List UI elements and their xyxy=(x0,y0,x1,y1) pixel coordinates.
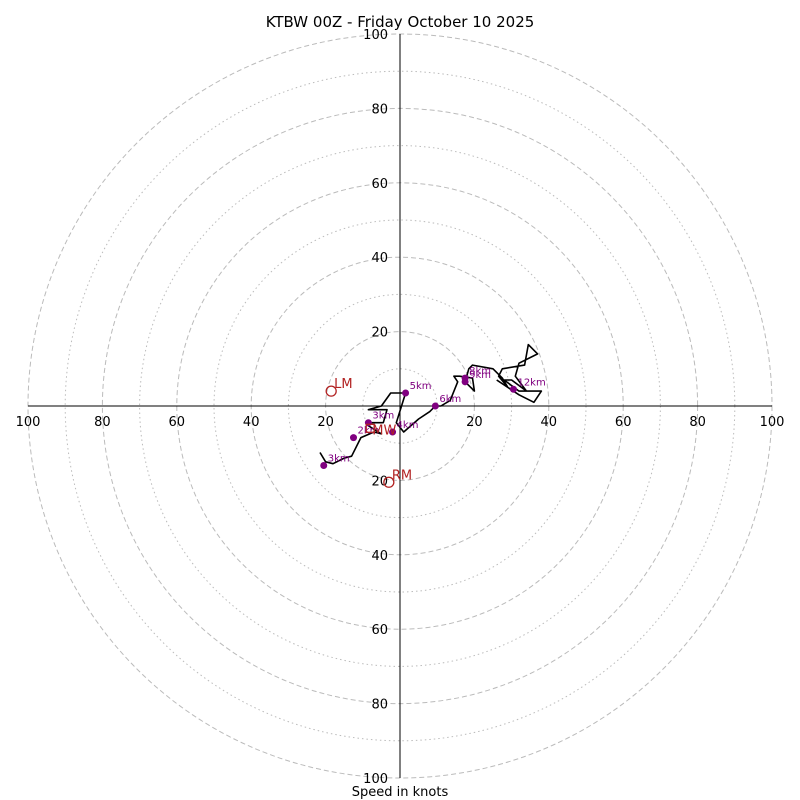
x-tick-label: 60 xyxy=(169,415,186,430)
chart-title: KTBW 00Z - Friday October 10 2025 xyxy=(266,13,535,31)
storm-motion-markers: LM RM MW xyxy=(325,377,412,488)
height-marker xyxy=(509,385,517,393)
tick-labels: 100 80 60 40 20 20 40 60 80 100 100 80 60 40 20 20 40 60 8… xyxy=(16,28,785,787)
height-label: 6km xyxy=(439,394,461,405)
x-tick-label: 80 xyxy=(94,415,111,430)
hodograph-trace xyxy=(319,343,543,465)
x-tick-label: 40 xyxy=(243,415,260,430)
y-tick-label: 40 xyxy=(371,251,388,266)
y-tick-label: 20 xyxy=(371,474,388,489)
hodograph-trace-layer xyxy=(319,343,543,465)
mean-wind-label: MW xyxy=(372,423,396,438)
x-tick-label: 100 xyxy=(760,415,785,430)
height-label: 4km xyxy=(397,420,419,431)
x-tick-label: 40 xyxy=(541,415,558,430)
storm-motion-label: RM xyxy=(392,468,412,483)
height-label: 3km xyxy=(328,454,350,465)
height-label: 9km xyxy=(469,370,491,381)
y-tick-label: 100 xyxy=(363,28,388,43)
y-tick-label: 60 xyxy=(371,623,388,638)
height-label: 8km xyxy=(469,366,491,377)
x-axis-title: Speed in knots xyxy=(352,785,449,800)
y-tick-label: 80 xyxy=(371,102,388,117)
height-label: 12km xyxy=(517,377,545,388)
height-marker xyxy=(431,402,439,410)
x-tick-label: 100 xyxy=(16,415,41,430)
height-marker xyxy=(350,434,357,442)
x-tick-label: 20 xyxy=(466,415,483,430)
x-tick-label: 60 xyxy=(615,415,632,430)
storm-motion-marker xyxy=(325,385,337,397)
axes xyxy=(28,34,772,778)
height-marker xyxy=(461,378,469,386)
height-marker xyxy=(402,389,410,397)
y-tick-label: 60 xyxy=(371,177,388,192)
height-label: 3km xyxy=(372,411,394,422)
x-tick-label: 80 xyxy=(689,415,706,430)
y-tick-label: 20 xyxy=(371,326,388,341)
height-marker xyxy=(389,428,397,436)
storm-motion-marker xyxy=(383,476,395,488)
storm-motion-label: LM xyxy=(334,377,352,392)
mean-wind-marker xyxy=(365,423,375,433)
height-label: 2km xyxy=(358,426,380,437)
y-tick-label: 80 xyxy=(371,698,388,713)
height-marker xyxy=(320,462,328,470)
y-tick-label: 40 xyxy=(371,549,388,564)
y-tick-label: 100 xyxy=(363,772,388,787)
x-tick-label: 20 xyxy=(317,415,334,430)
height-label: 5km xyxy=(410,381,432,392)
